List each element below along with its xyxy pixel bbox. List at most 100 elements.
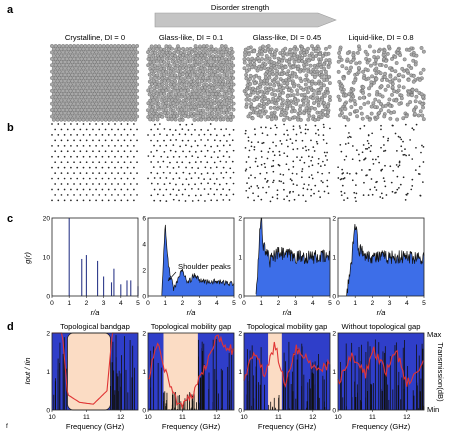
particle — [182, 56, 187, 61]
particle — [325, 90, 330, 95]
particle — [178, 101, 183, 106]
particle — [204, 56, 209, 61]
particle — [147, 72, 152, 77]
particle — [57, 69, 62, 74]
particle — [133, 66, 138, 71]
particle — [124, 101, 128, 106]
particle — [258, 84, 263, 89]
particle — [85, 72, 90, 77]
particle — [105, 82, 110, 87]
particle — [274, 75, 279, 80]
particle — [229, 66, 234, 71]
point — [204, 166, 207, 169]
particle — [211, 59, 216, 64]
x-tick-label: 0 — [146, 300, 150, 307]
point — [250, 174, 252, 177]
particle — [72, 108, 77, 113]
particle — [116, 88, 121, 93]
particle — [346, 117, 351, 122]
point — [287, 168, 290, 171]
particle — [87, 44, 91, 48]
particle — [167, 56, 172, 61]
point — [278, 150, 281, 153]
particle — [68, 63, 73, 68]
particle — [289, 52, 294, 57]
particle — [307, 53, 312, 58]
point — [152, 166, 155, 168]
point — [293, 198, 296, 201]
particle — [55, 66, 60, 71]
particle — [120, 76, 125, 80]
particle — [51, 104, 56, 109]
particle — [298, 69, 303, 74]
x-axis-label: Frequency (GHz) — [162, 422, 221, 431]
particle — [195, 47, 200, 51]
point — [379, 196, 382, 198]
point — [223, 134, 225, 137]
point — [92, 139, 94, 142]
point — [159, 145, 162, 147]
particle — [356, 70, 361, 75]
particle — [177, 91, 182, 96]
particle — [88, 111, 93, 116]
point — [315, 140, 318, 143]
particle — [149, 57, 154, 62]
point — [123, 161, 126, 164]
point — [244, 169, 247, 172]
particle — [77, 92, 82, 96]
particle — [218, 85, 223, 90]
point — [85, 194, 88, 196]
particle — [81, 60, 86, 64]
particle — [229, 60, 234, 65]
point — [288, 199, 291, 202]
particle — [64, 88, 69, 93]
point — [92, 161, 94, 164]
point — [383, 150, 385, 153]
point — [259, 172, 262, 175]
particle — [193, 56, 198, 61]
point — [101, 199, 104, 202]
particle — [223, 44, 228, 49]
particle — [271, 88, 276, 93]
particle — [195, 85, 200, 90]
point — [298, 125, 301, 127]
particle — [79, 88, 84, 93]
particle — [66, 79, 71, 84]
point — [126, 166, 129, 169]
particle — [257, 59, 262, 64]
particle — [129, 66, 134, 71]
particle — [244, 87, 249, 92]
point — [256, 165, 259, 168]
particle — [70, 104, 75, 109]
point — [286, 129, 288, 132]
point — [319, 165, 322, 167]
y-tick-label: 0 — [238, 293, 242, 300]
particle — [411, 79, 416, 84]
particle — [90, 82, 95, 87]
particle — [183, 114, 188, 118]
particle — [227, 76, 232, 81]
point — [123, 172, 126, 174]
particle — [90, 56, 95, 61]
point — [302, 187, 305, 190]
x-axis-label: Frequency (GHz) — [352, 422, 411, 431]
point — [150, 171, 153, 174]
particle — [196, 98, 201, 102]
particle — [70, 60, 75, 64]
point — [280, 180, 282, 183]
particle — [170, 85, 175, 90]
particle — [92, 111, 97, 116]
point — [114, 166, 116, 169]
x-tick-label: 3 — [294, 300, 298, 307]
particle — [210, 111, 215, 116]
particle — [74, 111, 78, 116]
particle — [175, 63, 180, 68]
particle — [208, 95, 213, 100]
point — [73, 172, 75, 174]
point — [304, 132, 307, 135]
particle — [90, 95, 95, 100]
particle — [96, 104, 101, 109]
particle — [79, 101, 84, 106]
particle — [353, 102, 358, 107]
particle — [151, 105, 156, 110]
